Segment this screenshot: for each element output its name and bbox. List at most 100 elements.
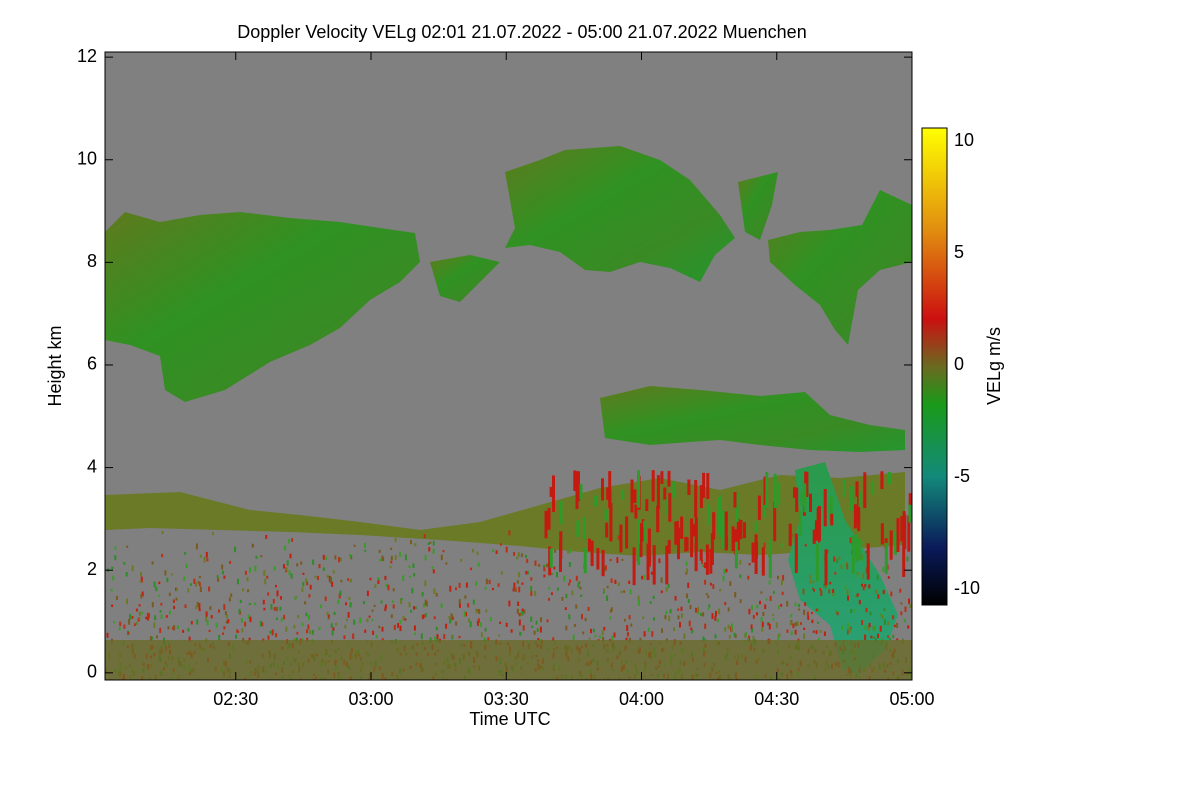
speckle (394, 537, 397, 543)
speckle (275, 606, 278, 612)
speckle (613, 632, 616, 638)
speckle (495, 550, 498, 555)
speckle (264, 578, 267, 585)
speckle (884, 542, 888, 574)
speckle (786, 600, 789, 607)
speckle (626, 632, 629, 637)
speckle (399, 620, 402, 624)
speckle (819, 588, 822, 591)
speckle (151, 602, 154, 608)
speckle (249, 616, 252, 623)
speckle (865, 607, 868, 613)
speckle (249, 567, 252, 573)
speckle (372, 630, 375, 635)
speckle (371, 609, 374, 612)
speckle (739, 599, 742, 604)
speckle (273, 566, 276, 571)
speckle (793, 487, 796, 498)
speckle (734, 592, 737, 598)
speckle (516, 608, 519, 614)
speckle (408, 575, 411, 578)
speckle (778, 605, 780, 610)
speckle (424, 613, 427, 618)
speckle (205, 611, 208, 617)
speckle (445, 623, 448, 629)
ground-band (105, 640, 912, 680)
speckle (867, 625, 870, 631)
speckle (811, 611, 813, 615)
speckle (308, 630, 311, 635)
speckle (640, 526, 644, 542)
speckle (334, 555, 337, 560)
speckle (866, 543, 870, 580)
speckle (349, 602, 352, 608)
speckle (498, 634, 501, 637)
speckle (353, 544, 356, 547)
speckle (154, 615, 157, 621)
speckle (535, 620, 538, 625)
speckle (594, 634, 597, 638)
speckle (609, 559, 612, 562)
speckle (680, 613, 683, 619)
speckle (603, 626, 606, 631)
speckle (284, 545, 287, 551)
speckle (637, 600, 640, 606)
speckle (412, 563, 415, 568)
speckle (352, 633, 355, 640)
speckle (761, 621, 764, 627)
speckle (431, 566, 434, 570)
speckle (500, 571, 503, 575)
speckle (408, 565, 411, 569)
speckle (835, 610, 838, 614)
speckle (149, 636, 152, 642)
speckle (623, 618, 626, 622)
speckle (760, 616, 763, 622)
speckle (714, 615, 717, 621)
speckle (155, 586, 158, 592)
speckle (900, 602, 903, 605)
speckle (587, 606, 590, 611)
speckle (340, 579, 343, 583)
speckle (707, 607, 710, 610)
speckle (880, 613, 883, 617)
y-tick-label: 0 (87, 662, 97, 682)
speckle (420, 633, 423, 640)
speckle (860, 541, 863, 545)
speckle (433, 588, 436, 594)
speckle (434, 636, 437, 642)
speckle (211, 532, 214, 536)
speckle (794, 602, 797, 607)
speckle (875, 589, 878, 595)
speckle (537, 638, 540, 641)
speckle (791, 534, 794, 537)
speckle (907, 515, 911, 552)
speckle (445, 562, 448, 565)
speckle (694, 480, 698, 518)
colorbar-tick-label: 0 (954, 354, 964, 374)
speckle (870, 635, 873, 639)
speckle (834, 571, 837, 575)
speckle (246, 577, 249, 582)
speckle (798, 608, 801, 611)
speckle (864, 634, 867, 641)
speckle (832, 589, 835, 593)
speckle (448, 616, 451, 619)
speckle (518, 572, 521, 578)
speckle (679, 621, 681, 628)
speckle (680, 606, 683, 611)
y-tick-label: 2 (87, 559, 97, 579)
speckle (762, 611, 765, 616)
speckle (655, 679, 658, 680)
speckle (725, 568, 728, 573)
speckle (550, 572, 553, 575)
speckle (651, 470, 655, 502)
speckle (760, 591, 763, 594)
speckle (881, 615, 884, 619)
speckle (400, 598, 403, 605)
speckle (665, 610, 668, 615)
speckle (553, 566, 556, 570)
speckle (339, 590, 342, 596)
speckle (903, 514, 907, 550)
speckle (888, 637, 891, 641)
speckle (759, 600, 761, 605)
